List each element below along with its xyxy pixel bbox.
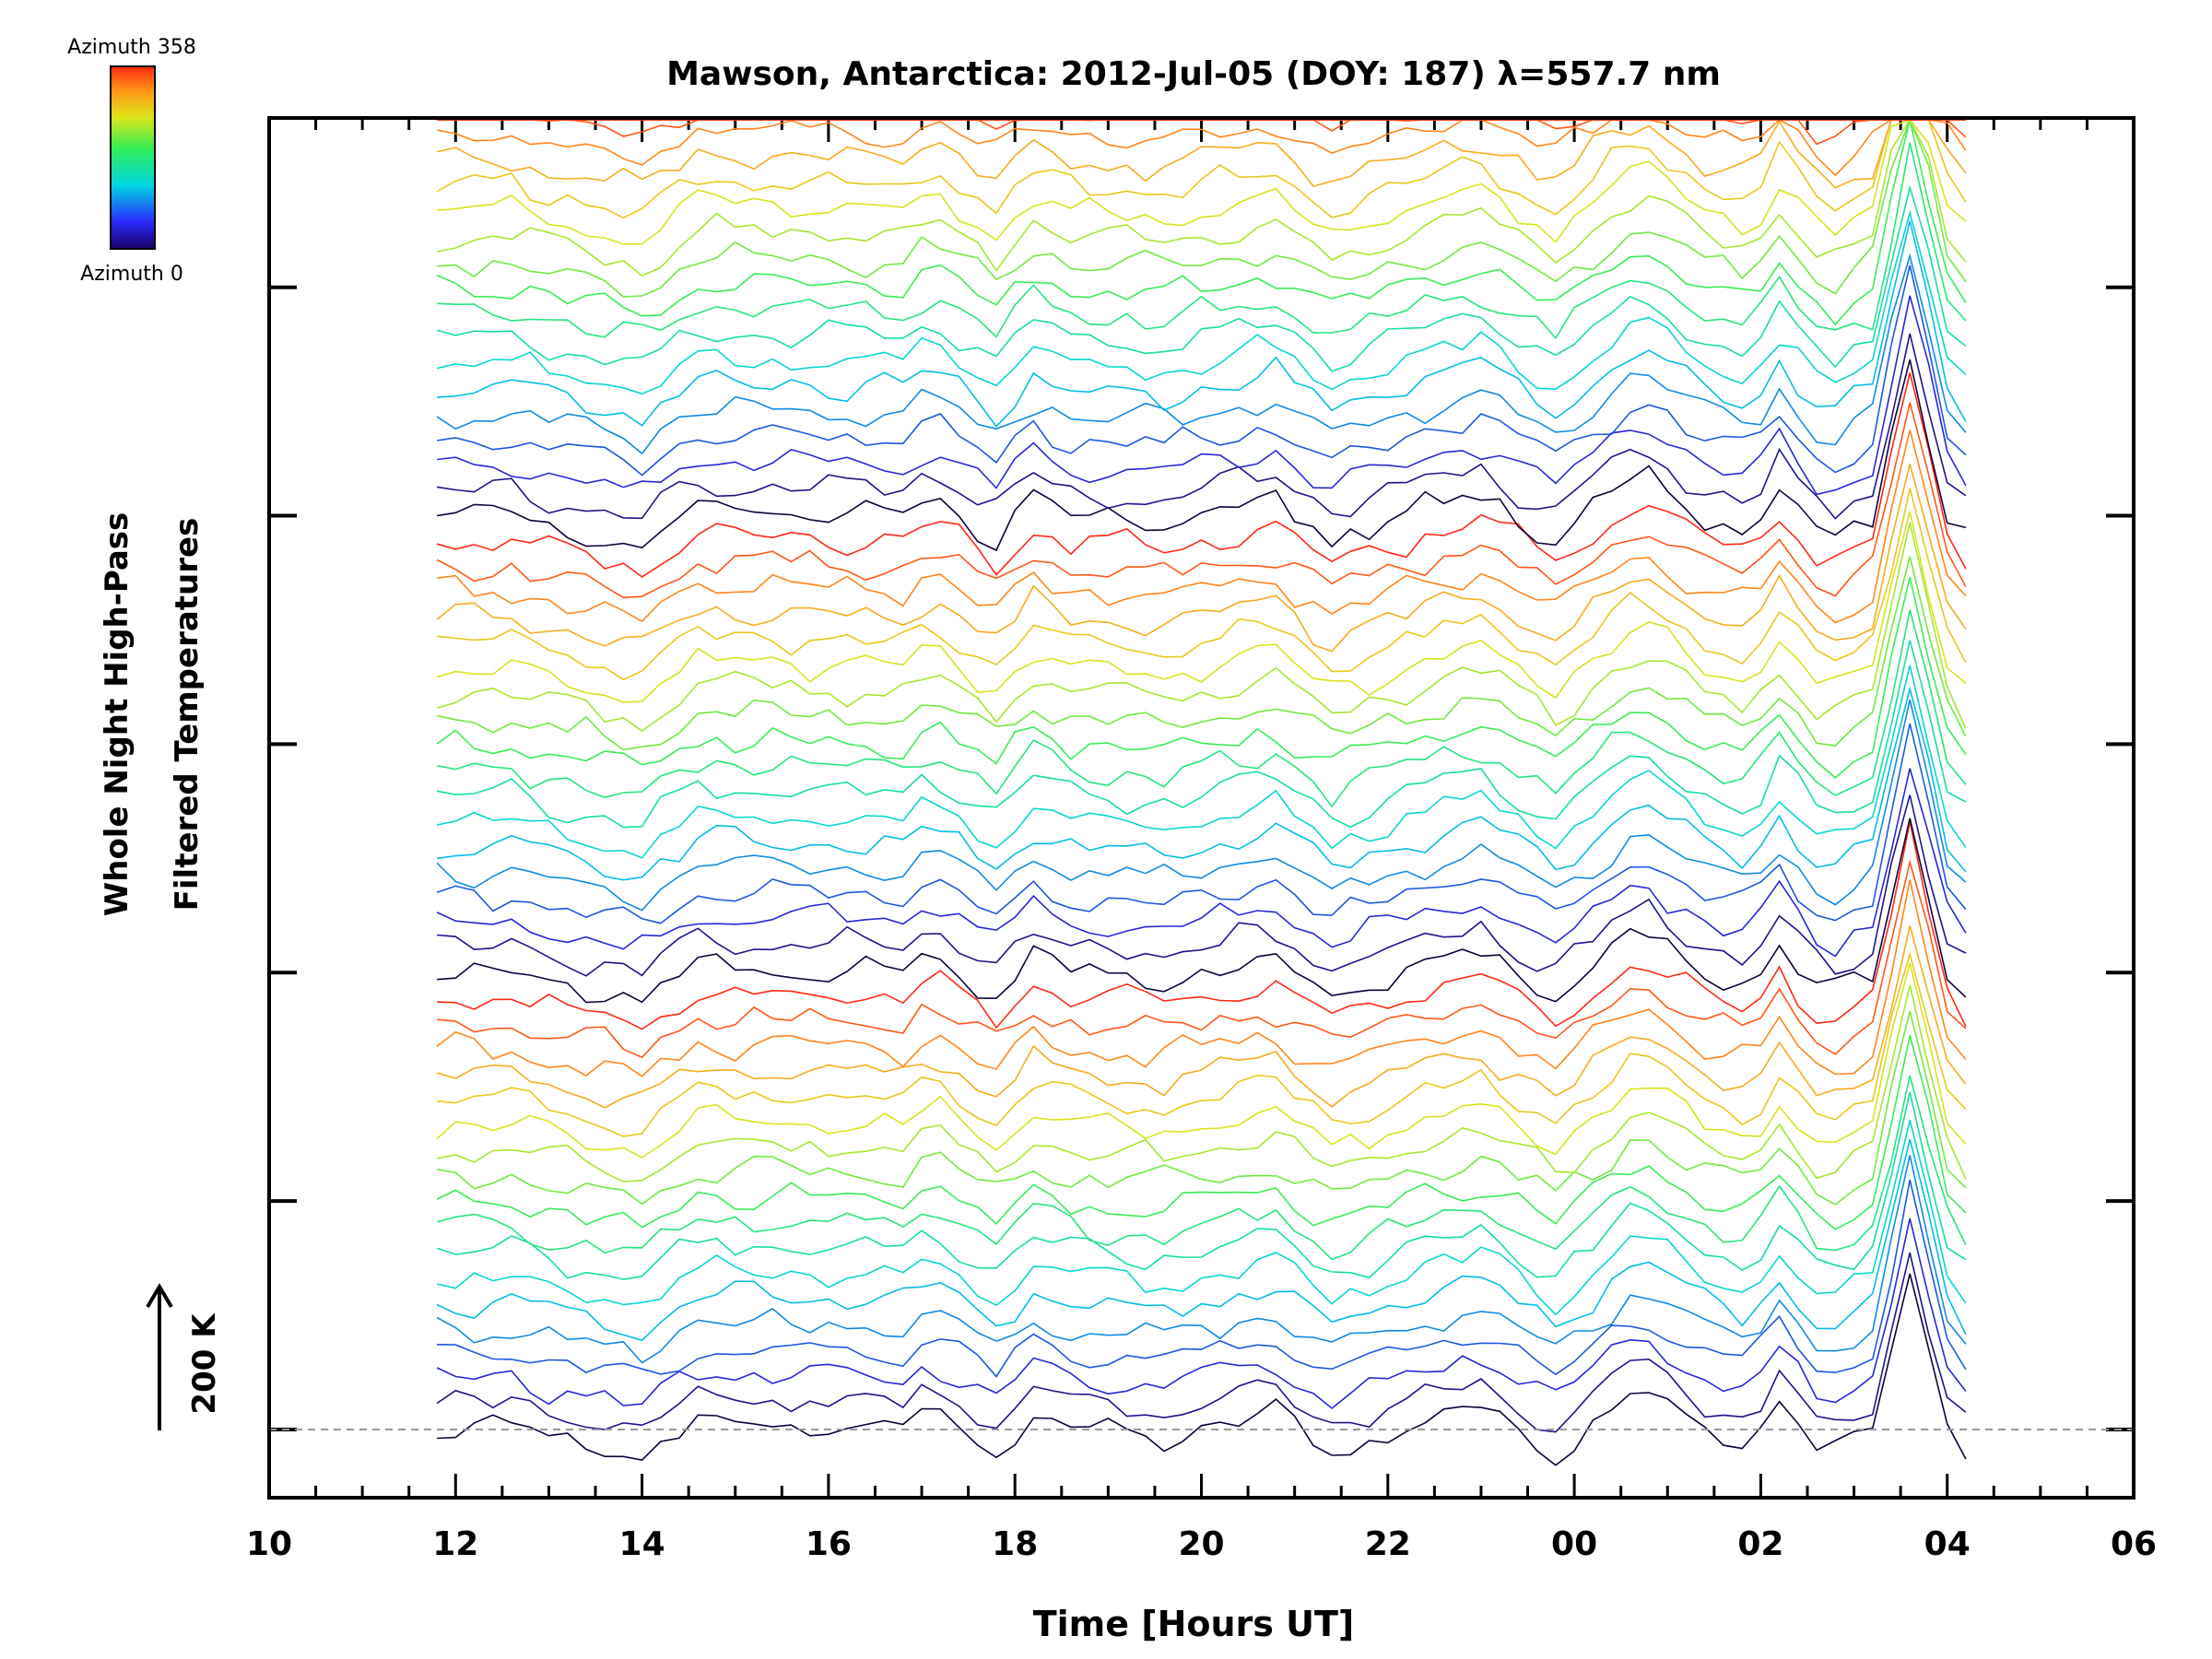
x-tick-label: 14 [619, 1525, 665, 1563]
trace-line [436, 1010, 1967, 1206]
trace-line [437, 1180, 1967, 1378]
trace-line [436, 609, 1967, 808]
trace-line [436, 700, 1967, 912]
trace-line [436, 119, 1967, 219]
trace-line [436, 1253, 1967, 1433]
trace-line [436, 209, 1967, 395]
trace-line [436, 118, 1967, 277]
trace-line [436, 1218, 1967, 1410]
trace-line [437, 119, 1967, 245]
traces [436, 117, 1967, 1466]
colorbar [110, 65, 156, 250]
x-tick-label: 04 [1924, 1525, 1971, 1563]
x-tick-label: 00 [1551, 1525, 1597, 1563]
trace-line [437, 818, 1967, 1004]
trace-line [436, 265, 1967, 477]
trace-line [436, 1035, 1967, 1230]
y-axis-label-line2: Filtered Temperatures [169, 518, 206, 912]
trace-line [436, 640, 1967, 829]
trace-line [436, 1120, 1967, 1316]
trace-line [436, 962, 1967, 1159]
trace-line [437, 794, 1967, 977]
trace-line [436, 925, 1967, 1109]
axis-ticks [267, 118, 2136, 1498]
trace-line [436, 184, 1967, 372]
colorbar-bottom-label: Azimuth 0 [80, 263, 183, 286]
chart-title: Mawson, Antarctica: 2012-Jul-05 (DOY: 18… [666, 55, 1721, 93]
trace-line [436, 576, 1967, 779]
scale-bar: 200 K [146, 1283, 223, 1430]
x-tick-label: 18 [992, 1525, 1038, 1563]
trace-line [436, 119, 1967, 189]
x-tick-label: 20 [1178, 1525, 1224, 1563]
scale-bar-arrowhead [146, 1283, 173, 1309]
trace-line [436, 119, 1967, 326]
trace-line [437, 859, 1967, 1059]
trace-line [437, 295, 1967, 496]
x-tick-label: 02 [1737, 1525, 1783, 1563]
trace-line [436, 1075, 1967, 1261]
y-axis-label-line1: Whole Night High-Pass [99, 512, 135, 917]
trace-line [436, 522, 1967, 732]
trace-line [437, 117, 1967, 298]
trace-line [437, 488, 1967, 681]
trace-line [436, 768, 1967, 958]
trace-line [436, 686, 1967, 881]
trace-line [436, 464, 1967, 653]
trace-line [436, 879, 1967, 1077]
trace-line [436, 429, 1967, 624]
x-tick-label: 16 [806, 1525, 852, 1563]
trace-line [436, 665, 1967, 859]
x-tick-label: 12 [432, 1525, 478, 1563]
trace-line [436, 984, 1967, 1183]
x-tick-labels: 10 12 14 16 18 20 22 00 02 04 06 [246, 1525, 2157, 1563]
trace-line [436, 1138, 1967, 1342]
plot-frame [267, 116, 2136, 1500]
trace-line [436, 1155, 1967, 1364]
trace-line [437, 1273, 1967, 1466]
trace-line [437, 220, 1967, 428]
trace-line [436, 253, 1967, 455]
trace-line [436, 119, 1967, 177]
colorbar-top-label: Azimuth 358 [67, 36, 196, 59]
scale-bar-label: 200 K [186, 1312, 223, 1415]
trace-line [436, 372, 1967, 578]
trace-line [436, 723, 1967, 924]
trace-line [437, 951, 1967, 1137]
trace-line [436, 556, 1967, 751]
x-tick-label: 06 [2111, 1525, 2157, 1563]
x-tick-label: 10 [246, 1525, 292, 1563]
trace-line [437, 821, 1967, 1030]
x-axis-label: Time [Hours UT] [1033, 1604, 1355, 1644]
x-tick-label: 22 [1365, 1525, 1411, 1563]
trace-line [436, 402, 1967, 599]
trace-line [436, 359, 1967, 552]
trace-line [436, 333, 1967, 520]
trace-line [437, 142, 1967, 340]
trace-line [436, 511, 1967, 703]
trace-line [436, 1091, 1967, 1280]
